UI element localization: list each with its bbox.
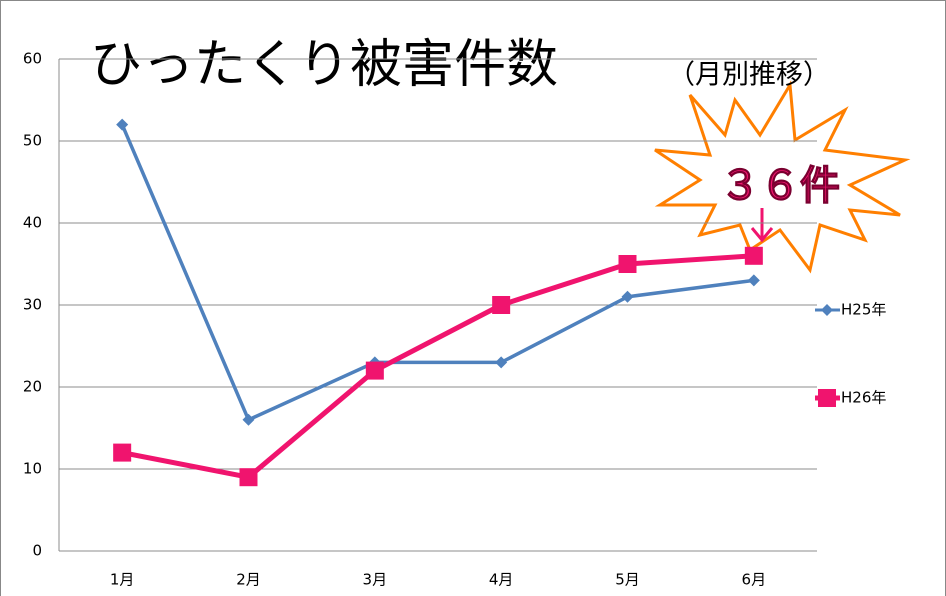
page: ひったくり被害件数 （月別推移） ３６件 0 10 20 30 40 50 60 1月 2月 3月… [0, 0, 946, 596]
marker [818, 389, 836, 407]
y-tick-label: 30 [23, 296, 42, 314]
legend-label: H26年 [841, 389, 886, 407]
x-tick-label: 4月 [489, 571, 514, 589]
legend-label: H25年 [841, 301, 886, 319]
y-tick-label: 50 [23, 132, 42, 150]
x-tick-label: 5月 [615, 571, 640, 589]
chart-title: ひったくり被害件数 [90, 35, 558, 95]
x-tick-label: 6月 [742, 571, 767, 589]
y-tick-label: 10 [23, 460, 42, 478]
marker [619, 255, 637, 273]
x-tick-label: 2月 [236, 571, 261, 589]
annotation: ３６件 [720, 163, 840, 209]
marker [745, 247, 763, 265]
marker [366, 362, 384, 380]
marker [113, 444, 131, 462]
chart: ひったくり被害件数 （月別推移） ３６件 0 10 20 30 40 50 60 1月 2月 3月… [0, 0, 946, 596]
marker [240, 468, 258, 486]
y-tick-label: 60 [23, 50, 42, 68]
y-tick-label: 40 [23, 214, 42, 232]
y-tick-label: 0 [32, 542, 42, 560]
x-tick-label: 3月 [363, 571, 388, 589]
marker [492, 296, 510, 314]
x-tick-label: 1月 [110, 571, 135, 589]
chart-subtitle: （月別推移） [668, 60, 830, 91]
y-tick-label: 20 [23, 378, 42, 396]
